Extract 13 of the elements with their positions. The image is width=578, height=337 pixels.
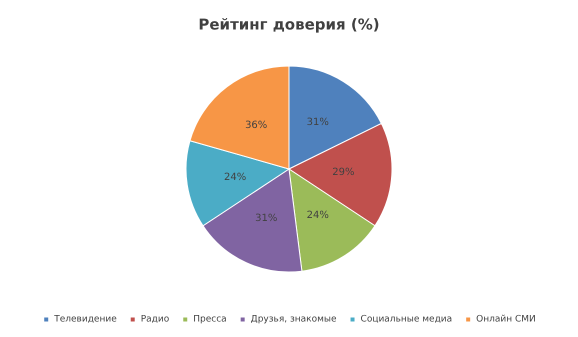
chart-title: Рейтинг доверия (%) xyxy=(198,16,380,34)
data-label: 24% xyxy=(224,172,246,183)
legend-label: Пресса xyxy=(193,314,227,324)
legend-label: Радио xyxy=(140,314,170,324)
data-label: 24% xyxy=(306,210,329,221)
data-label: 31% xyxy=(306,117,329,128)
data-label: 36% xyxy=(245,120,268,131)
legend-label: Телевидение xyxy=(53,314,118,324)
legend-label: Друзья, знакомые xyxy=(250,314,337,324)
legend-label: Социальные медиа xyxy=(360,314,452,324)
data-label: 31% xyxy=(255,213,278,224)
data-label: 29% xyxy=(332,166,355,178)
legend-label: Онлайн СМИ xyxy=(476,314,536,324)
